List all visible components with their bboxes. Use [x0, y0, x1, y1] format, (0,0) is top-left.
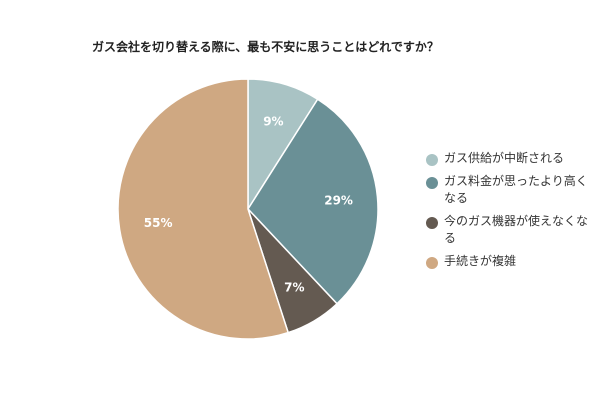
pie-slice-2 [247, 98, 379, 305]
slice-label-2: 29% [324, 193, 353, 207]
legend-label-4: 手続きが複雑 [444, 254, 517, 268]
legend-item-4: 手続きが複雑 [426, 253, 600, 270]
slice-label-3: 7% [284, 280, 304, 294]
pie-slice-4 [117, 78, 290, 340]
slice-label-4: 55% [144, 216, 173, 230]
legend-item-2: ガス料金が思ったより高くなる [426, 173, 600, 207]
legend-label-1: ガス供給が中断される [444, 151, 565, 165]
legend-item-3: 今のガス機器が使えなくなる [426, 213, 600, 247]
legend-swatch-4 [426, 257, 438, 269]
legend-swatch-2 [426, 177, 438, 189]
legend-swatch-3 [426, 217, 438, 229]
legend-item-1: ガス供給が中断される [426, 150, 600, 167]
legend-swatch-1 [426, 154, 438, 166]
slice-label-1: 9% [263, 115, 283, 129]
legend-label-3: 今のガス機器が使えなくなる [444, 214, 589, 245]
legend-label-2: ガス料金が思ったより高くなる [444, 174, 588, 205]
chart-title: ガス会社を切り替える際に、最も不安に思うことはどれですか？ [92, 40, 439, 54]
legend: ガス供給が中断されるガス料金が思ったより高くなる 今のガス機器が使えなくなる手続き… [426, 150, 600, 276]
